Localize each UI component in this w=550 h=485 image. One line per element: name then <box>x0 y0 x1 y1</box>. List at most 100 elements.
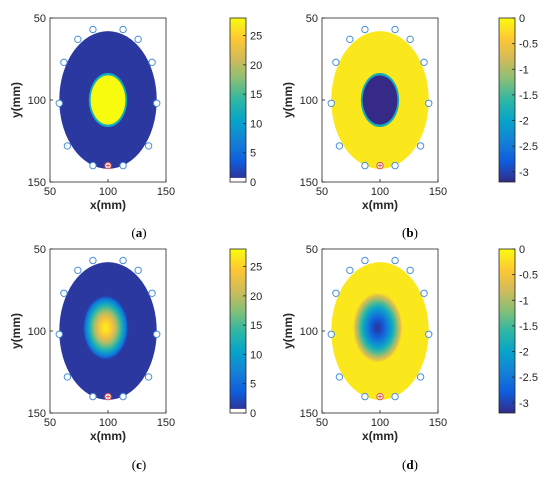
x-tick-label: 50 <box>44 186 56 198</box>
colorbar-tick-label: -1 <box>519 64 529 76</box>
electrode-marker <box>332 289 340 297</box>
reference-electrode-cross <box>378 394 382 399</box>
colorbar-tick-label: 25 <box>250 262 262 274</box>
electrode-marker <box>74 35 82 44</box>
electrode-marker <box>153 99 161 107</box>
electrode-marker <box>148 289 156 297</box>
y-tick-label: 150 <box>300 177 318 189</box>
colorbar: 0 -0.5 -1 -1.5 -2 -2.5 -3 <box>498 13 538 183</box>
electrode-marker <box>391 25 399 34</box>
electrode-marker <box>63 373 72 381</box>
colorbar-tick-label: -1.5 <box>519 90 538 102</box>
x-tick-label: 150 <box>157 417 175 429</box>
x-axis-label: x(mm) <box>362 429 398 443</box>
y-tick-label: 50 <box>306 244 318 256</box>
electrode-marker <box>391 392 399 401</box>
electrode-marker <box>327 330 335 338</box>
reference-electrode-cross <box>106 394 110 399</box>
y-tick-label: 100 <box>28 95 46 107</box>
colorbar-tick-label: -2.5 <box>519 141 538 153</box>
colorbar-tick-label: 25 <box>250 31 262 43</box>
panels: 50 100 15050100150x(mm)y(mm)0510152025(a)5… <box>9 13 538 472</box>
colorbar-tick-label: 15 <box>250 320 262 332</box>
colorbar-frame <box>498 248 516 414</box>
electrode-marker <box>361 25 369 34</box>
electrode-marker <box>89 25 97 34</box>
electrode-marker <box>406 266 414 275</box>
panel-caption: (d) <box>402 457 418 472</box>
colorbar-tick-label: -2 <box>519 347 529 359</box>
y-axis-label: y(mm) <box>9 313 23 349</box>
colorbar-tick-label: -0.5 <box>519 39 538 51</box>
y-tick-label: 100 <box>28 326 46 338</box>
inclusion-region <box>82 294 129 361</box>
x-tick-label: 100 <box>371 186 389 198</box>
y-axis-label: y(mm) <box>9 82 23 118</box>
y-axis-label: y(mm) <box>281 313 295 349</box>
colorbar-low-band <box>230 177 246 182</box>
y-tick-label: 50 <box>306 13 318 25</box>
electrode-marker <box>361 161 369 170</box>
electrode-marker <box>391 256 399 265</box>
electrode-marker <box>148 58 156 66</box>
electrode-marker <box>134 35 142 44</box>
reference-electrode-cross <box>378 163 382 168</box>
electrode-marker <box>89 256 97 265</box>
colorbar-tick-label: -1.5 <box>519 321 538 333</box>
colorbar-tick-label: 0 <box>250 408 256 420</box>
colorbar-tick-label: 0 <box>250 177 256 189</box>
y-tick-label: 150 <box>28 408 46 420</box>
x-tick-label: 50 <box>316 186 328 198</box>
electrode-marker <box>119 392 127 401</box>
electrode-marker <box>89 161 97 170</box>
electrode-marker <box>119 256 127 265</box>
colorbar-frame <box>229 17 247 183</box>
inclusion-region <box>362 75 398 125</box>
inclusion-region <box>90 75 126 125</box>
x-tick-label: 100 <box>371 417 389 429</box>
panel-caption: (b) <box>402 225 418 240</box>
colorbar-tick-label: 15 <box>250 89 262 101</box>
colorbar: 0 5 10 15 20 25 <box>229 248 262 420</box>
colorbar-tick-label: 20 <box>250 60 262 72</box>
electrode-marker <box>144 142 153 150</box>
electrode-marker <box>335 142 344 150</box>
electrode-marker <box>425 330 433 338</box>
colorbar-tick-label: 0 <box>519 13 525 25</box>
colorbar-gradient <box>230 249 246 413</box>
y-tick-label: 100 <box>300 95 318 107</box>
colorbar-tick-label: 0 <box>519 244 525 256</box>
x-tick-label: 50 <box>316 417 328 429</box>
colorbar-tick-label: -1 <box>519 295 529 307</box>
colorbar: 0 5 10 15 20 25 <box>229 17 262 189</box>
x-axis-label: x(mm) <box>362 198 398 212</box>
electrode-marker <box>406 35 414 44</box>
colorbar-tick-label: 10 <box>250 118 262 130</box>
x-axis-label: x(mm) <box>90 429 126 443</box>
electrode-marker <box>89 392 97 401</box>
colorbar-gradient <box>499 18 515 182</box>
electrode-marker <box>134 266 142 275</box>
electrode-marker <box>55 330 63 338</box>
colorbar-tick-label: -3 <box>519 167 529 179</box>
electrode-marker <box>391 161 399 170</box>
electrode-marker <box>346 266 354 275</box>
electrode-marker <box>55 99 63 107</box>
reference-electrode-cross <box>106 163 110 168</box>
electrode-marker <box>74 266 82 275</box>
x-tick-label: 150 <box>157 186 175 198</box>
x-tick-label: 100 <box>99 186 117 198</box>
colorbar-tick-label: -3 <box>519 398 529 410</box>
electrode-marker <box>416 373 425 381</box>
colorbar: 0 -0.5 -1 -1.5 -2 -2.5 -3 <box>498 244 538 414</box>
electrode-marker <box>119 161 127 170</box>
electrode-marker <box>327 99 335 107</box>
colorbar-low-band <box>230 408 246 413</box>
y-axis-label: y(mm) <box>281 82 295 118</box>
panel-caption: (a) <box>131 225 146 240</box>
x-tick-label: 150 <box>429 417 447 429</box>
colorbar-tick-label: 5 <box>250 379 256 391</box>
colorbar-gradient <box>499 249 515 413</box>
x-tick-label: 50 <box>44 417 56 429</box>
